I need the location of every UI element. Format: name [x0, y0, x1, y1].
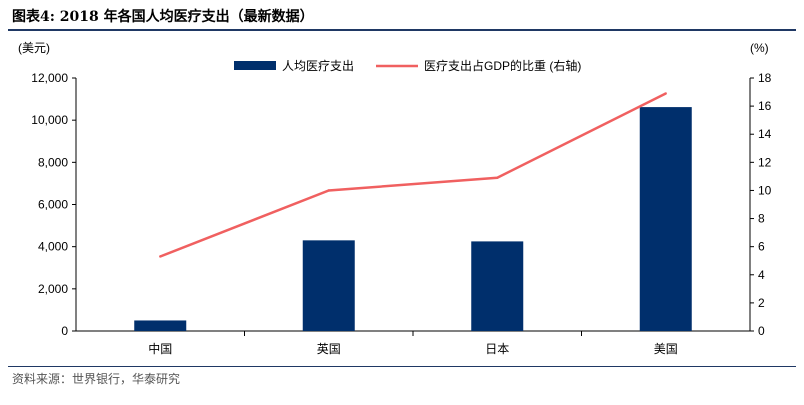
x-tick-label: 中国: [148, 341, 172, 356]
right-tick-label: 16: [758, 99, 772, 113]
legend-line-label: 医疗支出占GDP的比重 (右轴): [424, 58, 581, 73]
line-point: [159, 255, 162, 258]
left-tick-label: 10,000: [31, 113, 68, 127]
bar: [134, 320, 187, 331]
right-tick-label: 6: [758, 240, 765, 254]
legend-bar-swatch: [234, 61, 276, 70]
right-tick-label: 4: [758, 268, 765, 282]
x-tick-label: 英国: [317, 342, 341, 356]
title-divider: [8, 29, 796, 31]
right-tick-label: 14: [758, 127, 772, 141]
left-tick-label: 4,000: [38, 240, 68, 254]
right-tick-label: 2: [758, 296, 765, 310]
left-tick-label: 12,000: [31, 71, 68, 85]
x-tick-label: 日本: [485, 342, 509, 356]
right-tick-label: 12: [758, 155, 772, 169]
bar: [471, 241, 524, 331]
bar: [302, 240, 355, 331]
bar: [639, 107, 692, 331]
left-tick-label: 6,000: [38, 198, 68, 212]
source-note: 资料来源：世界银行，华泰研究: [12, 372, 181, 386]
line-series: [159, 92, 667, 258]
line-point: [496, 176, 499, 179]
line-point: [664, 92, 667, 95]
figure-title: 图表4: 2018 年各国人均医疗支出（最新数据）: [12, 9, 314, 25]
source-divider: [8, 366, 796, 367]
left-tick-label: 8,000: [38, 155, 68, 169]
left-axis-unit: (美元): [18, 41, 50, 55]
right-tick-label: 0: [758, 324, 765, 338]
right-tick-label: 10: [758, 183, 772, 197]
left-tick-label: 2,000: [38, 282, 68, 296]
right-axis-unit: (%): [750, 41, 769, 55]
right-tick-label: 8: [758, 212, 765, 226]
right-tick-label: 18: [758, 71, 772, 85]
x-tick-label: 美国: [654, 342, 678, 356]
legend-bar-label: 人均医疗支出: [282, 59, 354, 73]
left-tick-label: 0: [61, 324, 68, 338]
line-point: [327, 189, 330, 192]
